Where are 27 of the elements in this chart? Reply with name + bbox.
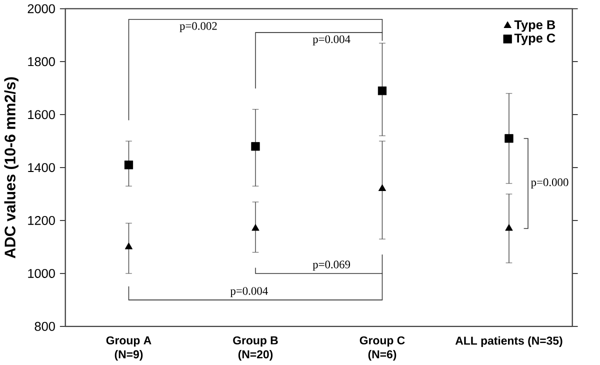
y-tick-label: 1200 [28,216,55,226]
point [504,134,514,143]
annotation: p=0.000 [530,178,568,189]
y-tick-label: 800 [34,322,55,331]
x-tick-label: ALL patients (N=35) [455,336,562,348]
legend-label: Type B [514,20,556,32]
point [251,142,260,151]
x-tick-label: Group A (N=9) [106,336,152,361]
y-axis-title: ADC values (10-6 mm2/s) [4,77,18,258]
point [378,184,386,192]
point [252,224,260,231]
annotation: p=0.004 [312,35,350,46]
x-tick-label: Group B (N=20) [233,336,278,361]
y-tick-label: 1400 [28,163,55,172]
y-tick-label: 1600 [28,110,55,120]
y-tick-label: 2000 [28,4,55,14]
annotation: p=0.002 [180,22,217,32]
point [505,224,513,231]
point [378,86,387,96]
annotation: p=0.069 [312,260,350,271]
x-tick-label: Group C (N=6) [360,336,405,361]
point [124,160,134,170]
annotation: p=0.004 [230,287,268,298]
y-tick-label: 1000 [28,269,55,278]
y-tick-label: 1800 [28,57,55,66]
point [124,242,133,250]
legend-label: Type C [514,34,556,46]
